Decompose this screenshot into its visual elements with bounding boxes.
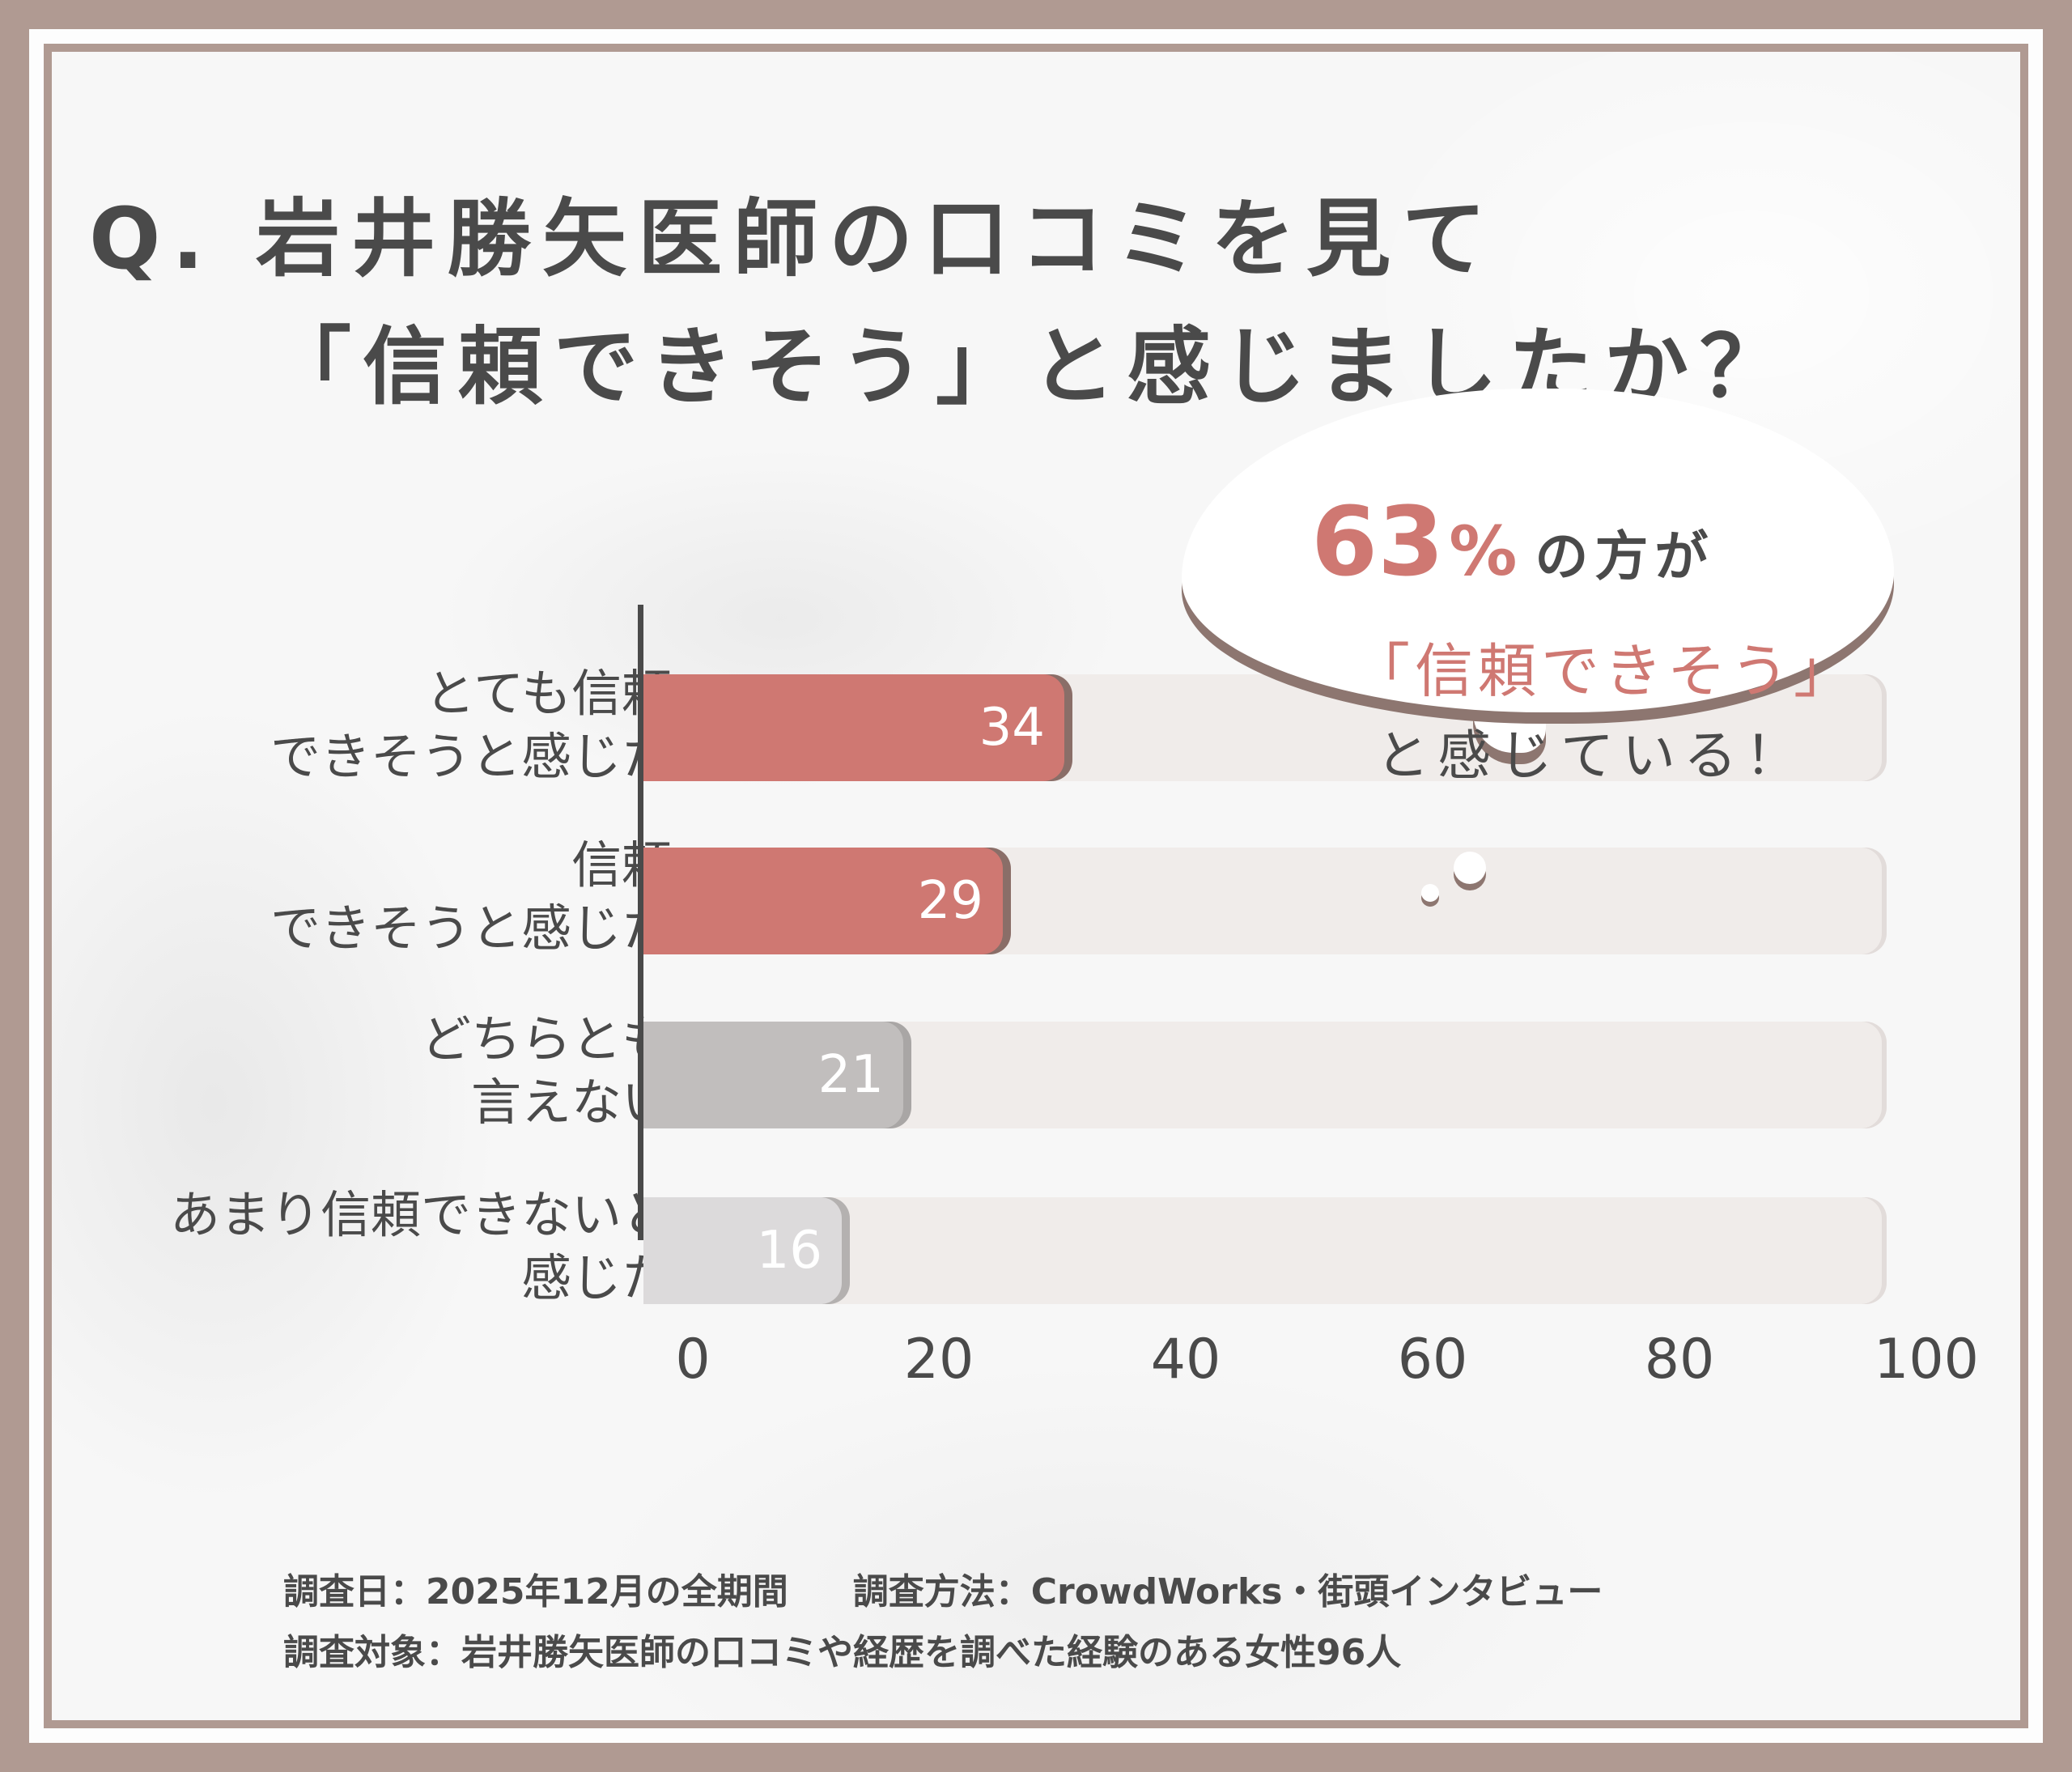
category-label-neutral: どちらとも 言えない [420,1009,672,1132]
survey-method: 調査方法：CrowdWorks・街頭インタビュー [852,1571,1603,1613]
bar-value: 16 [756,1221,822,1281]
survey-date: 調査日：2025年12月の全期間 [283,1571,788,1613]
survey-target: 調査対象：岩井勝矢医師の口コミや経歴を調べた経験のある女性96人 [283,1632,1402,1673]
x-tick-40: 40 [1150,1328,1221,1392]
category-label-very-trustworthy: とても信頼 できそうと感じた [270,664,672,786]
bar-trustworthy: 29 [643,848,1003,954]
callout-line2: 「信頼できそう」 [1352,637,1858,705]
survey-info-line1: 調査日：2025年12月の全期間 調査方法：CrowdWorks・街頭インタビュー [283,1562,1603,1614]
x-tick-80: 80 [1644,1328,1715,1392]
bar-neutral: 21 [643,1022,903,1128]
callout-line3: と感じている！ [1376,725,1807,787]
x-tick-20: 20 [903,1328,974,1392]
thought-dot-small [1421,884,1439,902]
bar-track [643,1197,1882,1304]
x-tick-0: 0 [675,1328,711,1392]
speech-bubble [1182,389,1894,712]
y-axis-line [638,605,643,1240]
callout-line1: 63% の方が [1311,486,1714,597]
category-label-trustworthy: 信頼 できそうと感じた [270,835,672,958]
callout-line1-rest: の方が [1535,525,1715,588]
x-tick-60: 60 [1397,1328,1468,1392]
thought-dot-large [1454,852,1486,884]
bar-value: 21 [817,1045,884,1105]
bar-value: 34 [979,698,1045,758]
page-title-line1: Q. 岩井勝矢医師の口コミを見て [89,189,1498,288]
callout-percent-sign: % [1449,512,1518,591]
bar-very-trustworthy: 34 [643,674,1064,781]
category-label-not-trustworthy: あまり信頼できないと 感じた [169,1185,672,1307]
bar-not-trustworthy: 16 [643,1197,842,1304]
callout-percent: 63 [1311,486,1445,597]
bar-value: 29 [917,871,983,931]
x-tick-100: 100 [1874,1328,1979,1392]
